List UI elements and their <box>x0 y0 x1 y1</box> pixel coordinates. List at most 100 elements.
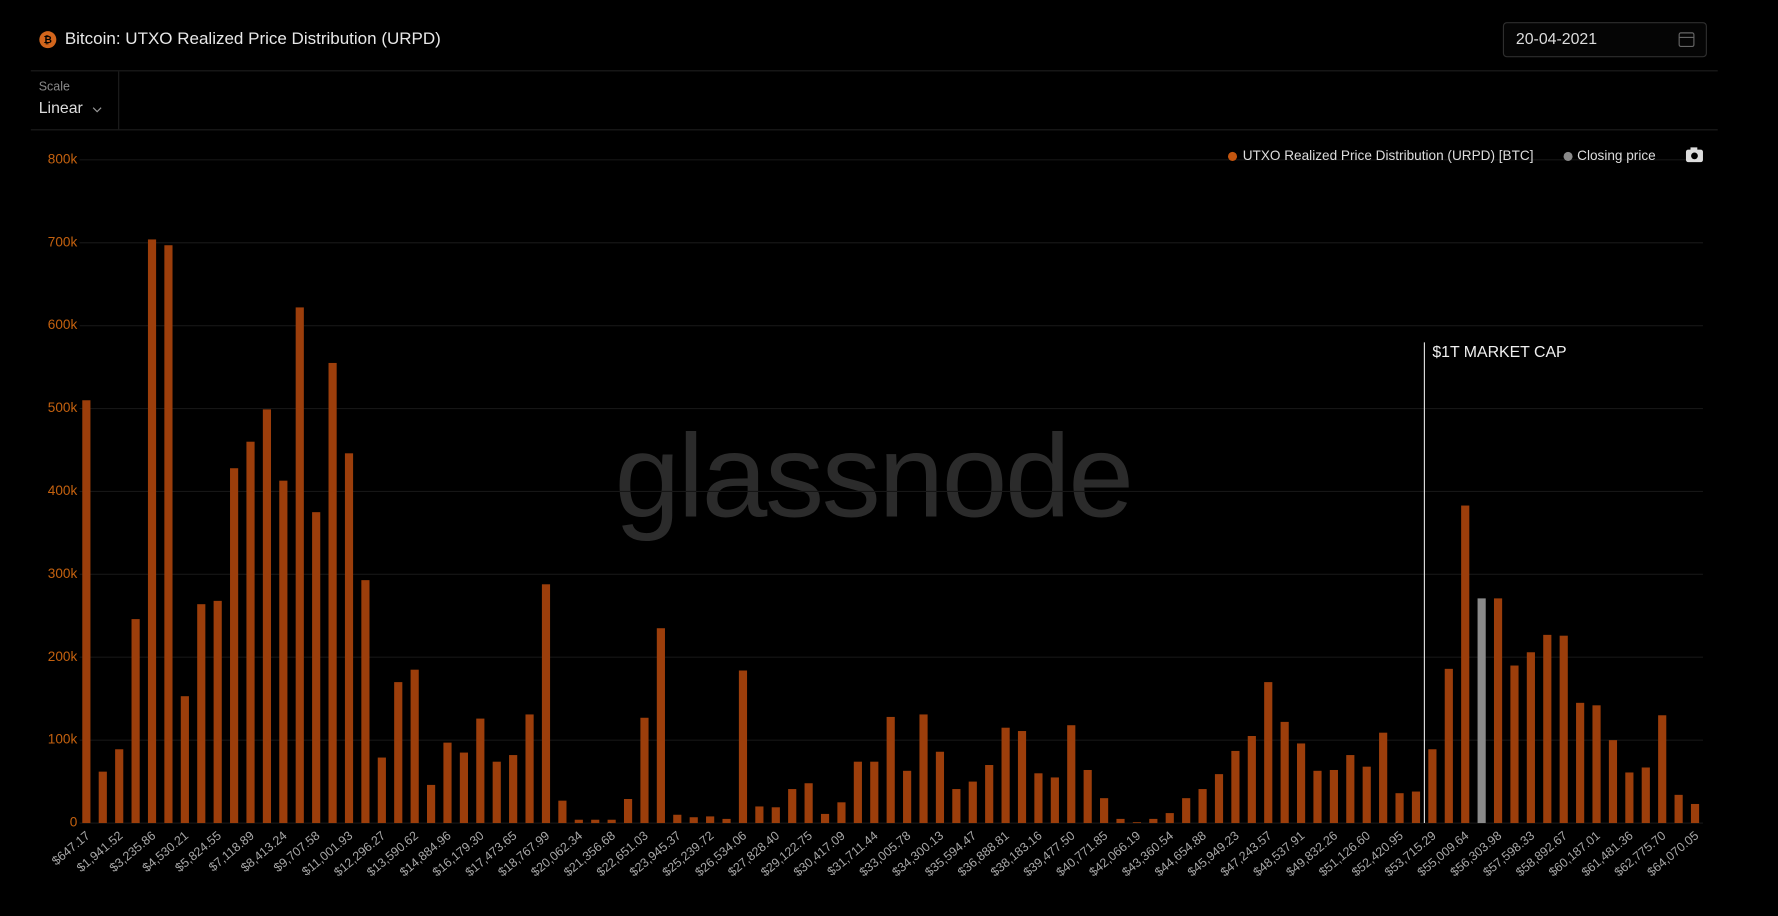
bar <box>115 749 124 824</box>
bar <box>1641 767 1650 824</box>
bar <box>870 761 879 824</box>
bar <box>558 800 567 824</box>
chevron-icon <box>92 107 102 113</box>
bar <box>738 670 748 824</box>
y-tick-label: 500k <box>48 400 78 415</box>
bar <box>771 807 780 824</box>
bar <box>1247 735 1256 824</box>
bar <box>1198 789 1207 824</box>
bar <box>230 468 239 824</box>
bar <box>197 604 206 824</box>
bar <box>1231 750 1240 824</box>
bar <box>426 784 436 824</box>
legend-label[interactable]: UTXO Realized Price Distribution (URPD) … <box>1243 148 1534 163</box>
bar <box>1395 793 1404 824</box>
bar <box>574 819 583 824</box>
y-tick-label: 200k <box>48 649 78 664</box>
bar <box>82 400 91 824</box>
bar <box>1658 715 1667 824</box>
bar <box>1050 777 1059 824</box>
bar <box>1083 769 1092 824</box>
legend-label[interactable]: Closing price <box>1577 148 1656 163</box>
bar <box>1559 635 1568 824</box>
legend-swatch <box>1227 151 1238 161</box>
scale-label: Scale <box>39 80 70 94</box>
bar <box>1329 769 1338 824</box>
bar <box>295 307 304 824</box>
bar <box>525 714 534 824</box>
bar <box>1428 749 1437 824</box>
bar <box>213 600 222 824</box>
bar <box>1116 818 1125 824</box>
bar <box>886 716 895 824</box>
bar <box>689 817 698 824</box>
bar <box>492 761 501 824</box>
scale-select[interactable]: Linear <box>39 100 84 117</box>
bar <box>1001 727 1010 824</box>
watermark: glassnode <box>615 409 1132 541</box>
bar <box>1379 732 1388 824</box>
y-tick-label: 0 <box>70 815 78 830</box>
bar <box>1576 702 1585 824</box>
bar <box>706 816 715 824</box>
bar <box>1017 731 1027 824</box>
bar <box>640 717 649 824</box>
calendar-icon <box>1678 32 1695 48</box>
bar <box>1477 598 1486 824</box>
bar <box>1280 721 1289 824</box>
legend-swatch <box>1563 151 1573 161</box>
bar <box>755 806 764 824</box>
bar <box>853 761 862 824</box>
bar <box>1132 822 1142 824</box>
bar <box>312 512 321 824</box>
date-picker[interactable] <box>1502 22 1707 58</box>
bar <box>1149 818 1158 824</box>
bar <box>1067 725 1076 824</box>
bar <box>607 819 616 824</box>
bar <box>722 818 731 824</box>
bar <box>1034 773 1043 824</box>
bar <box>935 751 945 824</box>
bar <box>1543 634 1552 824</box>
bar <box>968 781 977 824</box>
bitcoin-icon <box>39 31 57 49</box>
bar <box>1182 798 1191 824</box>
bar <box>1461 505 1470 824</box>
bar <box>246 441 255 824</box>
bar <box>837 802 846 824</box>
y-tick-label: 800k <box>48 151 78 166</box>
bar <box>1313 770 1322 824</box>
bar <box>656 628 665 824</box>
bar <box>443 742 452 824</box>
bar <box>1362 766 1371 824</box>
bar <box>673 814 682 824</box>
bar <box>476 718 485 824</box>
bar <box>328 362 337 824</box>
bar <box>1526 652 1535 824</box>
bar <box>820 813 830 824</box>
bar <box>98 771 107 824</box>
bar <box>459 752 468 824</box>
bar <box>1625 772 1634 824</box>
y-tick-label: 700k <box>48 234 78 249</box>
bar <box>985 765 994 824</box>
bar <box>394 682 403 824</box>
date-value: 20-04-2021 <box>1516 31 1597 48</box>
bar <box>1510 665 1519 824</box>
bar <box>1608 740 1618 824</box>
bar <box>361 580 370 824</box>
bar <box>279 480 288 824</box>
y-tick-label: 100k <box>48 732 78 747</box>
bar <box>919 714 928 824</box>
bar <box>262 409 272 824</box>
bar <box>623 798 633 824</box>
bar <box>131 619 140 824</box>
bar <box>541 584 551 824</box>
bar <box>509 755 518 824</box>
y-tick-label: 600k <box>48 317 78 332</box>
bar <box>1165 813 1174 824</box>
bar <box>344 453 354 824</box>
camera-icon[interactable] <box>1685 147 1703 163</box>
